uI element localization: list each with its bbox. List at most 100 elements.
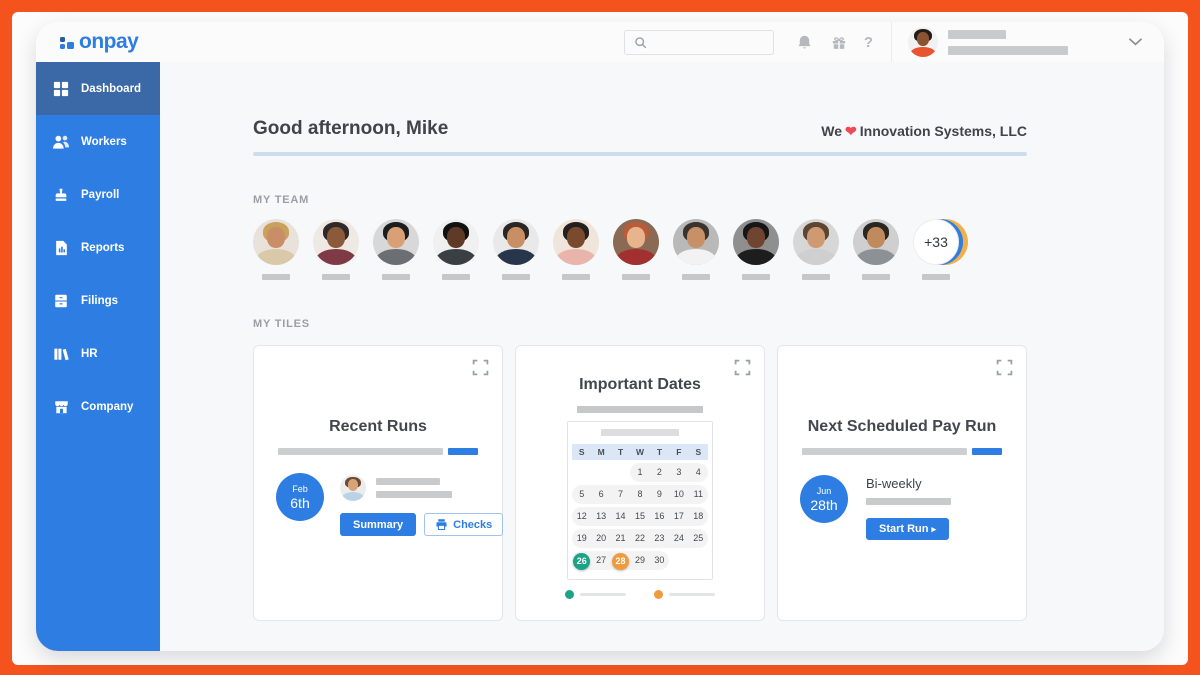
team-member[interactable] xyxy=(553,219,599,280)
sidebar-item-reports[interactable]: Reports xyxy=(36,221,160,274)
pay-text-placeholder xyxy=(866,498,951,505)
sidebar-item-workers[interactable]: Workers xyxy=(36,115,160,168)
team-member[interactable] xyxy=(373,219,419,280)
help-icon[interactable]: ? xyxy=(863,33,873,51)
calendar-day: 14 xyxy=(610,507,631,526)
recent-runs-title: Recent Runs xyxy=(329,418,427,435)
my-team-label: MY TEAM xyxy=(253,194,310,206)
chevron-down-icon[interactable] xyxy=(1126,33,1144,51)
team-member[interactable] xyxy=(733,219,779,280)
calendar-day: 29 xyxy=(630,551,650,570)
sidebar-item-dashboard[interactable]: Dashboard xyxy=(36,62,160,115)
window-body: Dashboard Workers Payroll Reports Filings HR C… xyxy=(36,62,1164,651)
avatar-shirt xyxy=(856,249,896,265)
team-member-name-placeholder xyxy=(682,274,710,280)
calendar-day: 30 xyxy=(649,551,670,570)
calendar-day: 10 xyxy=(669,485,689,504)
calendar-day: 12 xyxy=(572,507,592,526)
sidebar-item-label: Company xyxy=(81,400,134,413)
sidebar-item-filings[interactable]: Filings xyxy=(36,274,160,327)
team-member[interactable] xyxy=(493,219,539,280)
calendar-event-day[interactable]: 26 xyxy=(573,553,591,570)
heart-icon: ❤ xyxy=(845,123,857,139)
legend-item xyxy=(565,590,626,599)
calendar-day: 28 xyxy=(610,551,631,570)
calendar-day: 20 xyxy=(591,529,611,548)
calendar-day: 26 xyxy=(572,551,592,570)
greeting-underline xyxy=(253,152,1027,156)
calendar-day: 4 xyxy=(688,463,708,482)
onpay-logo[interactable]: onpay xyxy=(60,30,139,54)
team-member-avatar xyxy=(493,219,539,265)
weekday-label: T xyxy=(656,447,663,457)
search-icon xyxy=(633,33,648,51)
sidebar-item-payroll[interactable]: Payroll xyxy=(36,168,160,221)
team-member-avatar xyxy=(433,219,479,265)
team-member[interactable] xyxy=(253,219,299,280)
start-run-button[interactable]: Start Run ▸ xyxy=(866,518,950,540)
checks-button[interactable]: Checks xyxy=(424,513,504,536)
team-more[interactable]: +33 xyxy=(913,219,968,280)
next-pay-run-card: Next Scheduled Pay Run Jun 28th Bi-wee xyxy=(777,345,1027,621)
next-pay-run-pagination-bar xyxy=(802,448,1002,455)
calendar-day: 17 xyxy=(669,507,689,526)
expand-icon[interactable] xyxy=(996,359,1013,376)
avatar-shirt xyxy=(736,249,776,265)
hr-books-icon xyxy=(52,345,70,363)
gift-icon[interactable] xyxy=(830,33,848,51)
avatar-face xyxy=(446,226,466,248)
avatar-face xyxy=(266,226,286,248)
legend-label-placeholder xyxy=(669,593,715,596)
dashboard-grid-icon xyxy=(52,80,70,98)
calendar-weeks: 1 2 3 4 5 6 7 8 9 10 11 12 13 14 15 16 17 18 19 20 21 22 23 24 2… xyxy=(572,463,708,570)
search-box[interactable] xyxy=(623,29,774,55)
team-more-stack: +33 xyxy=(913,219,968,265)
avatar-face xyxy=(686,226,706,248)
calendar-day: 18 xyxy=(688,507,708,526)
onpay-logo-text: onpay xyxy=(79,30,139,53)
company-name: Innovation Systems, LLC xyxy=(859,123,1027,139)
sidebar: Dashboard Workers Payroll Reports Filings HR C… xyxy=(36,62,160,651)
top-bar: onpay ? xyxy=(36,22,1164,62)
team-member[interactable] xyxy=(613,219,659,280)
calendar-day: 19 xyxy=(572,529,592,548)
expand-icon[interactable] xyxy=(734,359,751,376)
calendar-day: 21 xyxy=(610,529,631,548)
user-menu[interactable] xyxy=(908,27,1068,57)
user-avatar[interactable] xyxy=(908,27,938,57)
filings-cabinet-icon xyxy=(52,292,70,310)
notifications-bell-icon[interactable] xyxy=(796,33,814,51)
run-person xyxy=(340,475,503,501)
sidebar-item-hr[interactable]: HR xyxy=(36,327,160,380)
team-member[interactable] xyxy=(433,219,479,280)
pagination-thumb[interactable] xyxy=(972,448,1002,455)
calendar-day: 25 xyxy=(688,529,708,548)
search-input[interactable] xyxy=(653,36,765,48)
summary-button[interactable]: Summary xyxy=(340,513,417,536)
calendar-day: 5 xyxy=(572,485,592,504)
calendar-week-row: 5 6 7 8 9 10 11 xyxy=(572,485,708,504)
calendar-day-empty xyxy=(611,463,630,482)
weekday-label: F xyxy=(676,447,682,457)
next-pay-run-title: Next Scheduled Pay Run xyxy=(807,418,997,435)
expand-icon[interactable] xyxy=(472,359,489,376)
sidebar-item-label: Reports xyxy=(81,241,125,254)
team-member-name-placeholder xyxy=(442,274,470,280)
calendar-event-day[interactable]: 28 xyxy=(612,553,630,570)
team-member[interactable] xyxy=(793,219,839,280)
pagination-thumb[interactable] xyxy=(448,448,478,455)
avatar-face xyxy=(566,226,586,248)
run-date-month: Feb xyxy=(292,483,308,494)
team-member[interactable] xyxy=(313,219,359,280)
team-member-name-placeholder xyxy=(382,274,410,280)
team-member-name-placeholder xyxy=(502,274,530,280)
sidebar-item-company[interactable]: Company xyxy=(36,380,160,433)
team-member[interactable] xyxy=(673,219,719,280)
calendar-day: 13 xyxy=(591,507,611,526)
calendar-day-empty xyxy=(591,463,610,482)
sidebar-item-label: HR xyxy=(81,347,98,360)
team-member[interactable] xyxy=(853,219,899,280)
avatar-face xyxy=(506,226,526,248)
team-member-name-placeholder xyxy=(742,274,770,280)
company-storefront-icon xyxy=(52,398,70,416)
